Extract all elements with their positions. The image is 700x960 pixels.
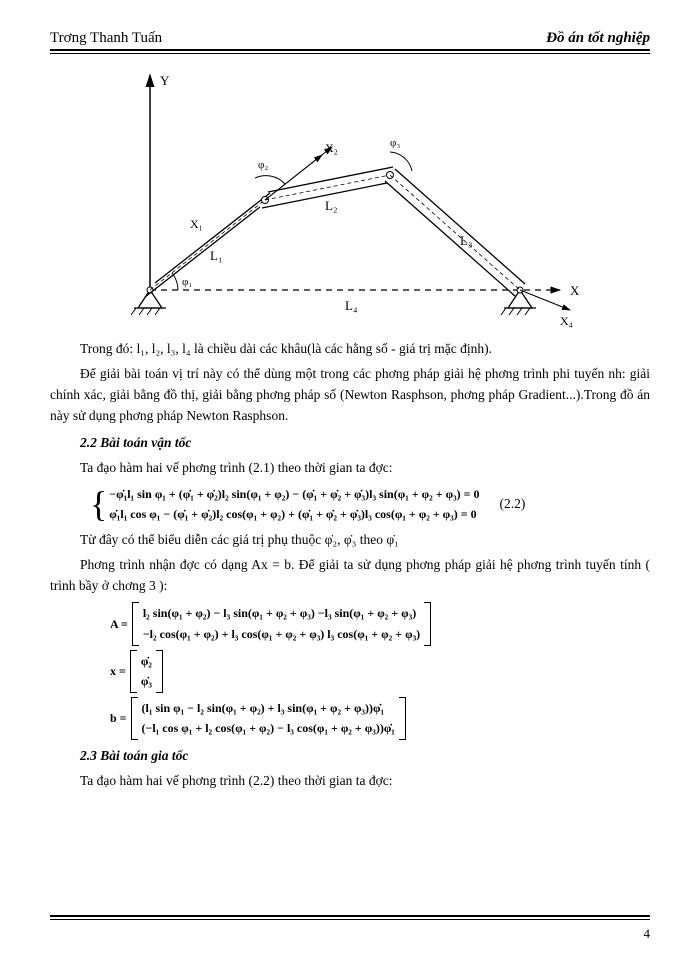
section-heading-2-3: 2.3 Bài toán gia tốc xyxy=(50,746,650,767)
header-author: Trơng Thanh Tuấn xyxy=(50,30,162,47)
section-heading-2-2: 2.2 Bài toán vận tốc xyxy=(50,433,650,454)
paragraph: Ta đạo hàm hai vế phơng trình (2.2) theo… xyxy=(50,771,650,792)
phi2-label: φ₂ xyxy=(258,159,268,171)
matrix-definitions: A = l₂ sin(φ₁ + φ₂) − l₃ sin(φ₁ + φ₂ + φ… xyxy=(110,602,650,740)
link-1 xyxy=(145,193,270,297)
link-3 xyxy=(385,169,525,296)
paragraph: Từ đây có thể biểu diễn các giá trị phụ … xyxy=(50,530,650,551)
page-header: Trơng Thanh Tuấn Đồ án tốt nghiệp xyxy=(50,30,650,47)
equation-2-2: { −φ̇₁l₁ sin φ₁ + (φ̇₁ + φ̇₂)l₂ sin(φ₁ +… xyxy=(90,485,650,524)
paragraph: Phơng trình nhận đợc có dạng Ax = b. Để … xyxy=(50,555,650,597)
equation-number: (2.2) xyxy=(500,494,526,515)
l3-label: L₃ xyxy=(460,233,472,248)
x-axis-label: X xyxy=(570,283,580,298)
phi1-label: φ₁ xyxy=(182,276,192,288)
body-text: Trong đó: l₁, l₂, l₃, l₄ là chiều dài cá… xyxy=(50,339,650,792)
paragraph: Trong đó: l₁, l₂, l₃, l₄ là chiều dài cá… xyxy=(50,339,650,360)
equation-line: φ̇₁l₁ cos φ₁ − (φ̇₁ + φ̇₂)l₂ cos(φ₁ + φ₂… xyxy=(109,505,479,524)
footer-rule xyxy=(50,915,650,920)
paragraph: Ta đạo hàm hai vế phơng trình (2.1) theo… xyxy=(50,458,650,479)
phi3-label: φ₃ xyxy=(390,137,400,149)
matrix-row: (−l₁ cos φ₁ + l₂ cos(φ₁ + φ₂) − l₃ cos(φ… xyxy=(142,719,395,738)
l1-label: L₁ xyxy=(210,248,222,263)
header-rule xyxy=(50,49,650,54)
x2-frame-label: X₂ xyxy=(325,141,338,155)
y-axis-label: Y xyxy=(160,73,170,88)
header-title: Đồ án tốt nghiệp xyxy=(546,30,650,47)
matrix-row: φ̇₃ xyxy=(141,672,152,691)
equation-line: −φ̇₁l₁ sin φ₁ + (φ̇₁ + φ̇₂)l₂ sin(φ₁ + φ… xyxy=(109,485,479,504)
l2-label: L₂ xyxy=(325,198,337,213)
x1-frame-label: X₁ xyxy=(190,217,203,231)
x4-label: X₄ xyxy=(560,314,573,328)
linkage-diagram: Y X L₄ xyxy=(50,60,650,335)
paragraph: Để giải bài toán vị trí này có thể dùng … xyxy=(50,364,650,427)
matrix-row: l₂ sin(φ₁ + φ₂) − l₃ sin(φ₁ + φ₂ + φ₃) −… xyxy=(143,604,420,623)
matrix-row: −l₂ cos(φ₁ + φ₂) + l₃ cos(φ₁ + φ₂ + φ₃) … xyxy=(143,625,420,644)
page-number: 4 xyxy=(644,926,651,942)
matrix-row: (l₁ sin φ₁ − l₂ sin(φ₁ + φ₂) + l₃ sin(φ₁… xyxy=(142,699,395,718)
l4-label: L₄ xyxy=(345,298,358,313)
matrix-row: φ̇₂ xyxy=(141,652,152,671)
